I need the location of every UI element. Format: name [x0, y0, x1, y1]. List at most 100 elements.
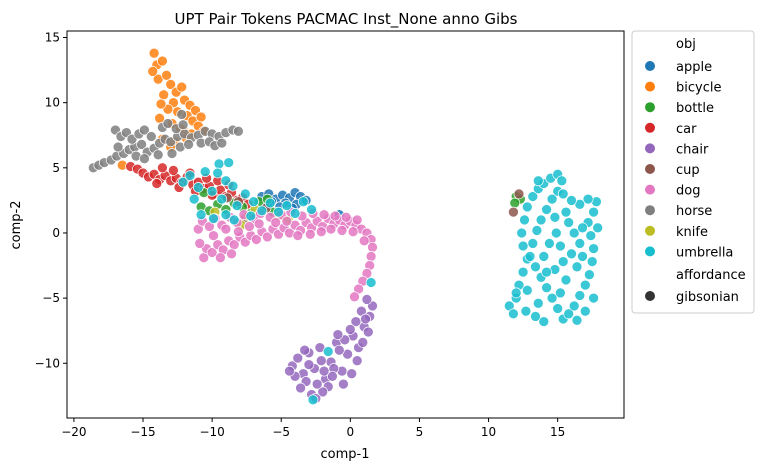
point-chair-1: [292, 352, 304, 364]
point-chair-43: [299, 344, 311, 356]
legend-label-umbrella: umbrella: [676, 245, 733, 260]
point-umbrella-10: [231, 200, 243, 211]
point-bicycle-2: [157, 55, 168, 67]
point-car-28: [151, 178, 163, 189]
point-umbrella-90: [538, 316, 550, 327]
point-dog-59: [220, 223, 232, 235]
point-umbrella-52: [530, 261, 541, 273]
point-horse-35: [112, 141, 124, 153]
point-horse-41: [183, 139, 194, 150]
point-umbrella-50: [527, 238, 539, 249]
point-umbrella-33: [517, 266, 529, 278]
point-chair-38: [362, 326, 374, 338]
legend-marker-cup: [645, 164, 655, 174]
point-umbrella-48: [535, 214, 547, 226]
point-umbrella-60: [574, 290, 586, 301]
point-bicycle-8: [158, 89, 170, 101]
point-umbrella-9: [216, 193, 228, 205]
legend-style-title: affordance: [676, 268, 746, 283]
point-umbrella-84: [560, 274, 572, 286]
point-bicycle-19: [195, 111, 207, 123]
x-tick-label: −5: [272, 425, 290, 439]
point-umbrella-97: [549, 211, 561, 223]
point-umbrella-44: [556, 175, 568, 187]
point-horse-39: [166, 148, 178, 159]
point-umbrella-64: [588, 243, 599, 254]
point-umbrella-89: [571, 314, 583, 326]
point-chair-42: [360, 313, 371, 325]
point-umbrella-59: [568, 300, 580, 312]
point-umbrella-39: [527, 191, 539, 202]
point-horse-32: [162, 118, 174, 129]
point-car-23: [157, 162, 168, 174]
point-dog-55: [329, 210, 341, 222]
legend-marker-bicycle: [645, 81, 655, 92]
point-umbrella-25: [322, 346, 334, 357]
point-chair-16: [361, 294, 373, 305]
point-umbrella-35: [517, 240, 529, 252]
point-umbrella-102: [508, 308, 519, 320]
point-dog-69: [336, 225, 348, 236]
y-tick-label: −10: [35, 356, 60, 370]
point-umbrella-17: [289, 208, 301, 219]
point-umbrella-20: [195, 209, 207, 221]
point-horse-46: [176, 109, 188, 120]
point-cup-5: [508, 206, 519, 218]
x-tick-label: −15: [130, 425, 155, 439]
point-umbrella-72: [560, 206, 572, 218]
point-bicycle-4: [161, 69, 172, 81]
point-umbrella-82: [550, 227, 562, 239]
point-chair-19: [344, 324, 356, 335]
point-umbrella-91: [530, 311, 541, 322]
point-horse-23: [233, 125, 244, 137]
point-horse-37: [139, 153, 150, 165]
legend-label-dog: dog: [676, 184, 700, 199]
point-chair-37: [357, 337, 369, 348]
y-axis: −10 −5 0 5 10 15: [35, 31, 67, 370]
point-dog-62: [253, 218, 265, 230]
point-umbrella-88: [579, 305, 591, 317]
points-layer: [87, 47, 604, 406]
point-chair-31: [303, 359, 315, 370]
point-dog-73: [226, 248, 237, 260]
legend-label-knife: knife: [676, 225, 708, 240]
point-umbrella-80: [538, 251, 550, 262]
point-umbrella-54: [541, 282, 552, 294]
legend-marker-car: [645, 122, 655, 133]
point-umbrella-36: [516, 227, 528, 239]
point-horse-8: [136, 139, 147, 150]
point-umbrella-73: [563, 217, 575, 228]
point-dog-38: [349, 291, 360, 303]
point-chair-32: [315, 355, 327, 367]
point-bottle-13: [509, 197, 521, 209]
point-umbrella-76: [566, 248, 577, 260]
point-dog-56: [340, 211, 352, 223]
legend-hue-title: obj: [676, 37, 696, 52]
legend-style-marker: [645, 291, 655, 301]
point-umbrella-85: [571, 261, 583, 273]
point-bicycle-5: [165, 79, 177, 90]
point-umbrella-55: [546, 292, 558, 304]
point-umbrella-79: [541, 266, 552, 278]
point-umbrella-46: [546, 193, 558, 205]
legend-marker-bottle: [645, 102, 655, 113]
y-tick-label: 10: [45, 96, 60, 110]
point-umbrella-8: [223, 157, 235, 168]
point-dog-2: [206, 247, 218, 258]
y-tick-label: 5: [52, 161, 60, 175]
point-dog-72: [215, 252, 226, 264]
point-chair-35: [346, 368, 358, 380]
legend-label-car: car: [676, 122, 697, 137]
point-horse-38: [152, 149, 164, 161]
point-umbrella-24: [245, 210, 257, 222]
point-umbrella-67: [588, 206, 599, 218]
point-umbrella-14: [264, 197, 276, 209]
legend-marker-horse: [645, 205, 655, 216]
point-dog-32: [367, 241, 378, 253]
point-dog-67: [315, 226, 327, 238]
point-umbrella-1: [184, 170, 196, 181]
point-dog-54: [318, 209, 330, 221]
point-chair-21: [333, 344, 345, 356]
point-chair-36: [351, 355, 363, 367]
